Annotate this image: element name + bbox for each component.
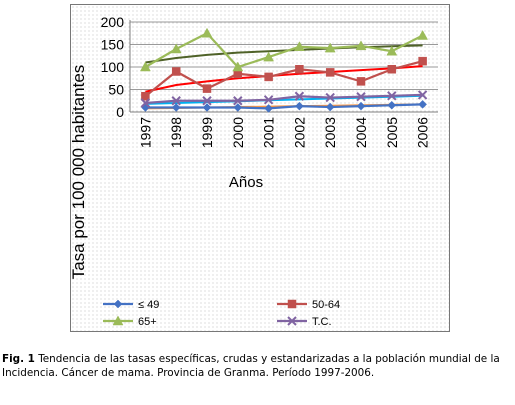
legend-marker <box>287 299 297 309</box>
series-line <box>145 103 423 110</box>
line-chart: Tasa por 100 000 habitantes Años 0 50 100 1… <box>71 14 438 328</box>
x-tick-label: 2005 <box>384 117 400 148</box>
data-point <box>202 84 212 93</box>
series <box>140 90 428 108</box>
y-tick-label: 200 <box>101 14 125 30</box>
data-point <box>417 90 428 100</box>
x-tick-label: 1997 <box>137 117 153 148</box>
series <box>141 56 427 101</box>
x-tick-label: 2003 <box>322 117 338 148</box>
data-point <box>294 91 305 101</box>
legend-label: T.C. <box>312 316 332 328</box>
legend-item: 65+ <box>103 315 157 328</box>
data-point <box>293 41 305 51</box>
data-point <box>171 96 181 106</box>
data-point <box>295 65 304 74</box>
y-axis-label: Tasa por 100 000 habitantes <box>71 65 88 280</box>
series-line <box>144 31 424 69</box>
x-tick-label: 2004 <box>353 117 369 148</box>
axes <box>129 20 438 113</box>
trendline <box>145 44 423 64</box>
x-tick-label: 2006 <box>415 117 431 148</box>
legend-item: 50-64 <box>277 299 340 311</box>
data-point <box>356 101 366 111</box>
data-point <box>386 45 398 56</box>
data-point <box>387 100 397 110</box>
data-point <box>417 29 429 40</box>
x-axis-label: Años <box>229 174 263 191</box>
series <box>141 99 427 113</box>
legend-label: 65+ <box>138 316 157 328</box>
x-tick-label: 1998 <box>168 117 184 148</box>
legend-label: ≤ 49 <box>138 299 159 311</box>
data-point <box>418 56 427 66</box>
data-point <box>387 91 397 101</box>
figure-caption: Fig. 1 Tendencia de las tasas específica… <box>2 352 507 380</box>
legend-marker <box>287 316 297 326</box>
data-point <box>356 77 366 86</box>
data-point <box>418 99 427 109</box>
data-point <box>171 67 181 76</box>
legend-marker <box>112 315 124 326</box>
data-point <box>139 61 151 72</box>
legend-item: T.C. <box>277 316 332 328</box>
x-tick-label: 2001 <box>261 117 277 148</box>
tick-labels: 0 50 100 150 200 1997 1998 1999 2000 2001 2002 2003… <box>101 14 431 148</box>
chart-area: Tasa por 100 000 habitantes Años 0 50 100 1… <box>70 4 450 332</box>
legend: ≤ 49 50-64 65+ T.C. <box>103 299 340 328</box>
y-tick-label: 150 <box>101 37 125 53</box>
data-point <box>325 92 335 103</box>
data-point <box>264 104 273 113</box>
data-point <box>202 103 212 112</box>
data-point <box>140 98 151 108</box>
data-point <box>202 96 212 106</box>
data-point <box>201 27 213 38</box>
legend-label: 50-64 <box>312 299 340 311</box>
data-point <box>325 68 335 77</box>
data-point <box>355 40 367 51</box>
x-tick-label: 1999 <box>199 117 215 148</box>
data-point <box>233 96 243 106</box>
data-point <box>387 65 397 74</box>
y-tick-label: 50 <box>108 82 124 98</box>
data-point <box>325 102 335 112</box>
x-tick-label: 2000 <box>230 117 246 148</box>
series-line <box>145 93 423 105</box>
caption-label: Fig. 1 <box>2 353 35 365</box>
y-tick-label: 100 <box>101 59 125 75</box>
series-line <box>144 60 423 98</box>
caption-text: Tendencia de las tasas específicas, crud… <box>2 353 500 379</box>
gridlines <box>130 21 438 90</box>
legend-marker <box>113 299 123 309</box>
x-tick-label: 2002 <box>291 117 307 148</box>
trendline <box>145 65 423 93</box>
data-point <box>170 43 182 54</box>
series <box>139 27 429 72</box>
data-series <box>139 27 429 113</box>
data-point <box>171 103 181 112</box>
data-point <box>356 91 366 102</box>
data-point <box>264 72 273 82</box>
data-point <box>141 92 150 101</box>
data-point <box>263 95 274 105</box>
legend-item: ≤ 49 <box>103 299 159 311</box>
y-tick-label: 0 <box>116 104 124 120</box>
data-point <box>263 51 275 62</box>
data-point <box>324 42 336 53</box>
data-point <box>233 103 243 112</box>
data-point <box>295 101 304 111</box>
data-point <box>232 61 244 72</box>
